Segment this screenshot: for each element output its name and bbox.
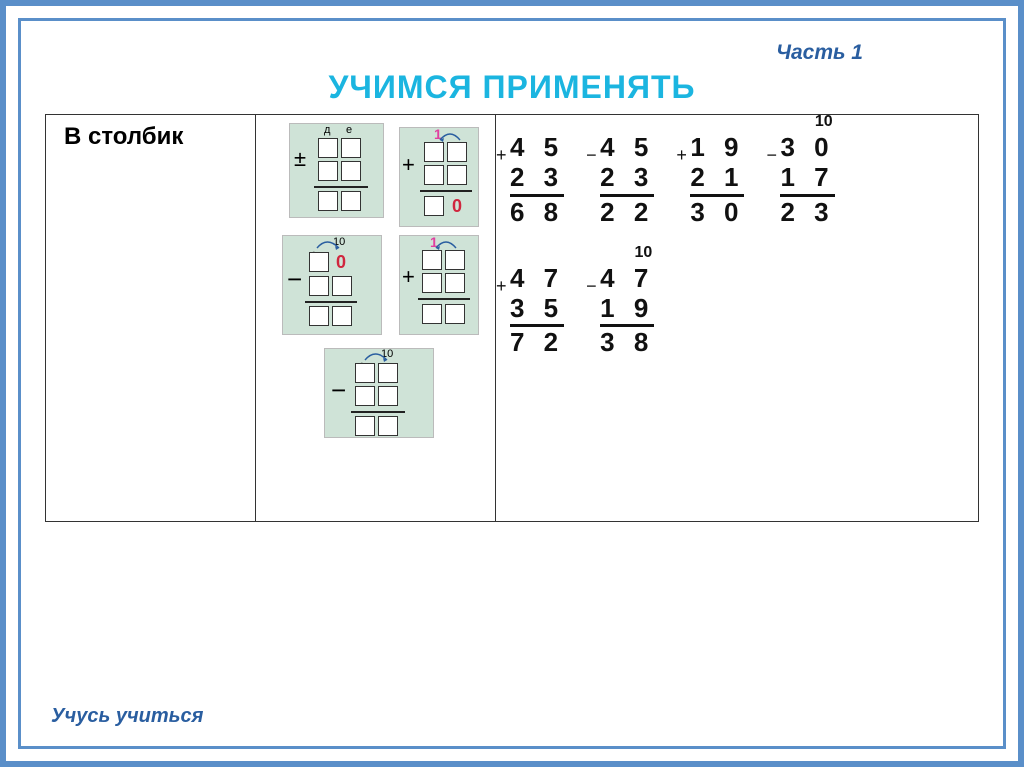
footer-label: Учусь учиться xyxy=(51,705,203,728)
arith-problem: +4 73 57 2 xyxy=(510,264,564,359)
op-plus: + xyxy=(402,264,415,290)
op-minus: − xyxy=(331,375,346,406)
op-plus: + xyxy=(402,152,415,178)
arrow-icon xyxy=(361,350,391,364)
diagram-plusminus: д е ± xyxy=(289,123,384,218)
arith-problem: +1 92 13 0 xyxy=(690,133,744,228)
page-title: УЧИМСЯ ПРИМЕНЯТЬ xyxy=(45,69,979,106)
arith-row-2: +4 73 57 2 10−4 71 93 8 xyxy=(510,264,970,359)
content-table: В столбик д е ± xyxy=(45,114,979,522)
arith-problem: +4 52 36 8 xyxy=(510,133,564,228)
arith-problem: 10−4 71 93 8 xyxy=(600,264,654,359)
part-label: Часть 1 xyxy=(776,41,863,65)
arith-problem: 10−3 01 72 3 xyxy=(780,133,834,228)
row-label: В столбик xyxy=(54,123,247,151)
zero-label: 0 xyxy=(336,252,346,273)
arithmetic-area: +4 52 36 8 −4 52 32 2 +1 92 13 0 10−3 01 72… xyxy=(504,123,970,358)
diagram-sub-borrow: 10 • − 0 xyxy=(282,235,382,335)
arith-problem: −4 52 32 2 xyxy=(600,133,654,228)
arrow-icon xyxy=(313,238,343,252)
diagram-add-carry-2: 1 + xyxy=(399,235,479,335)
op-minus: − xyxy=(287,264,302,295)
col-label-d: д xyxy=(324,124,330,136)
inner-frame: Часть 1 УЧИМСЯ ПРИМЕНЯТЬ В столбик д е ± xyxy=(18,18,1006,749)
col-label-e: е xyxy=(346,124,352,136)
zero-label: 0 xyxy=(452,196,462,217)
diagram-sub-borrow-2: 10 • − xyxy=(324,348,434,438)
arith-row-1: +4 52 36 8 −4 52 32 2 +1 92 13 0 10−3 01 72… xyxy=(510,133,970,228)
diagram-area: д е ± 1 + xyxy=(264,123,487,513)
outer-frame: Часть 1 УЧИМСЯ ПРИМЕНЯТЬ В столбик д е ± xyxy=(0,0,1024,767)
diagram-add-carry: 1 + 0 xyxy=(399,127,479,227)
op-plusminus: ± xyxy=(294,146,306,172)
